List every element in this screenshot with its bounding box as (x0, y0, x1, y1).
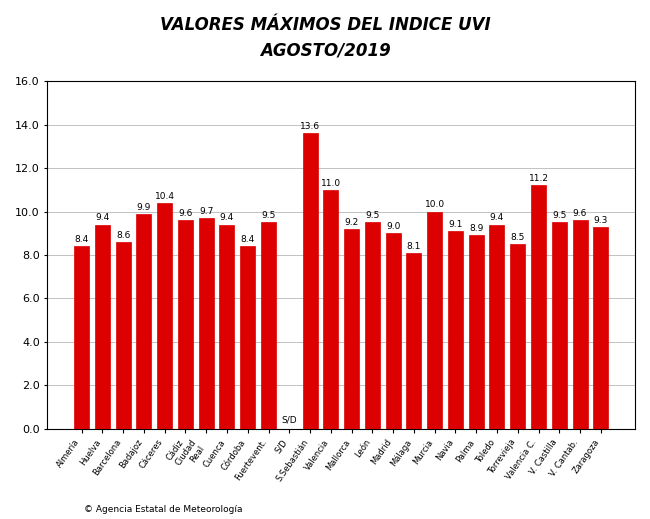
Bar (593, 227, 608, 429)
Text: 8.5: 8.5 (510, 233, 525, 242)
Text: 9.6: 9.6 (178, 209, 192, 218)
Bar (323, 190, 338, 429)
Text: 8.9: 8.9 (469, 224, 484, 233)
Bar (573, 220, 588, 429)
Text: 9.3: 9.3 (593, 215, 608, 225)
Text: © Agencia Estatal de Meteorología: © Agencia Estatal de Meteorología (84, 505, 243, 514)
Bar (261, 222, 276, 429)
Bar (240, 246, 255, 429)
Bar (552, 222, 567, 429)
Text: 9.5: 9.5 (365, 211, 380, 220)
Text: 9.4: 9.4 (220, 213, 234, 222)
Bar (385, 233, 400, 429)
Bar (136, 214, 151, 429)
Bar (220, 225, 235, 429)
Bar (406, 253, 421, 429)
Text: AGOSTO/2019: AGOSTO/2019 (259, 42, 391, 60)
Text: 9.5: 9.5 (261, 211, 276, 220)
Text: 8.4: 8.4 (75, 235, 88, 244)
Bar (427, 212, 442, 429)
Text: 9.4: 9.4 (95, 213, 109, 222)
Text: VALORES MÁXIMOS DEL INDICE UVI: VALORES MÁXIMOS DEL INDICE UVI (160, 16, 490, 34)
Text: 8.6: 8.6 (116, 231, 130, 240)
Bar (448, 231, 463, 429)
Text: 8.1: 8.1 (407, 242, 421, 251)
Text: 10.4: 10.4 (155, 192, 175, 201)
Bar (469, 236, 484, 429)
Text: 11.2: 11.2 (528, 174, 549, 183)
Text: S/D: S/D (281, 415, 297, 424)
Bar (95, 225, 110, 429)
Text: 9.0: 9.0 (386, 222, 400, 231)
Text: 13.6: 13.6 (300, 122, 320, 131)
Bar (510, 244, 525, 429)
Bar (199, 218, 214, 429)
Bar (116, 242, 131, 429)
Text: 8.4: 8.4 (240, 235, 255, 244)
Text: 9.9: 9.9 (136, 202, 151, 212)
Bar (178, 220, 193, 429)
Text: 9.5: 9.5 (552, 211, 566, 220)
Bar (157, 203, 172, 429)
Text: 9.7: 9.7 (199, 207, 213, 216)
Bar (489, 225, 504, 429)
Text: 9.2: 9.2 (344, 218, 359, 227)
Bar (531, 185, 546, 429)
Text: 11.0: 11.0 (320, 179, 341, 188)
Text: 9.1: 9.1 (448, 220, 463, 229)
Bar (365, 222, 380, 429)
Bar (74, 246, 89, 429)
Text: 9.4: 9.4 (490, 213, 504, 222)
Text: 10.0: 10.0 (424, 200, 445, 209)
Bar (302, 133, 317, 429)
Text: 9.6: 9.6 (573, 209, 587, 218)
Bar (344, 229, 359, 429)
